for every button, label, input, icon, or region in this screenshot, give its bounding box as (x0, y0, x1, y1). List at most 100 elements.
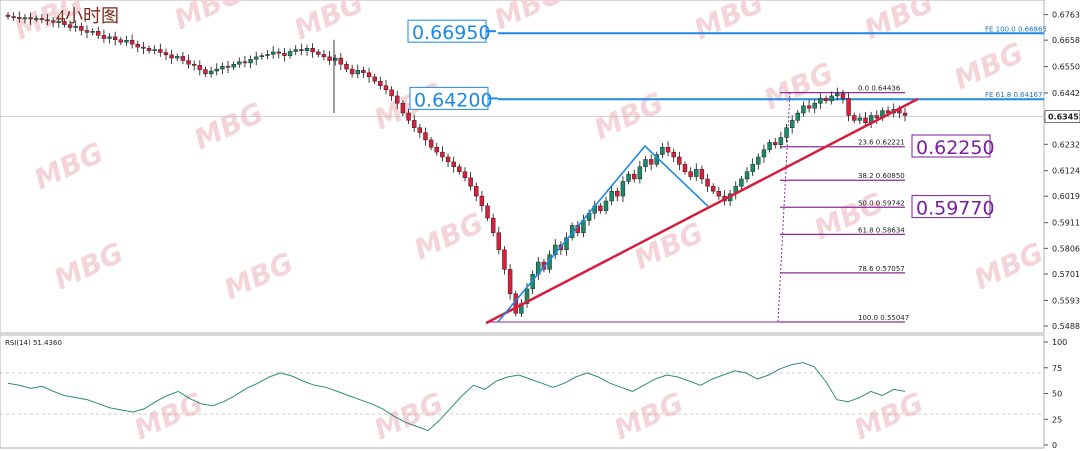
candle-body (321, 54, 327, 58)
fe-level-label: FE 61.8 0.64167 (985, 91, 1042, 99)
candle-body (276, 51, 281, 54)
candle-body (490, 217, 496, 233)
candle-body (282, 52, 287, 56)
candle-body (445, 156, 451, 163)
candle-body (835, 93, 840, 97)
candle-body (502, 249, 507, 270)
candle-body (789, 120, 795, 128)
candle-body (389, 89, 394, 97)
candle-body (197, 65, 203, 70)
candle-body (169, 54, 174, 59)
price-axis: 0.676300.665850.655000.644200.633200.623… (1044, 11, 1080, 331)
candle-body (829, 95, 834, 102)
candle-body (806, 105, 812, 109)
key-level-text: 0.64200 (414, 89, 493, 111)
key-level-box (911, 134, 991, 158)
rsi-tick-label: 75 (1052, 364, 1062, 373)
candle-body (17, 17, 22, 19)
candle-body (620, 181, 626, 197)
candle-body (660, 147, 665, 155)
candle-body (428, 139, 434, 148)
candle-body (208, 70, 214, 75)
candle-body (383, 85, 389, 91)
candle-body (564, 237, 569, 251)
candle-body (265, 54, 270, 56)
candle-body (716, 191, 722, 197)
candle-body (863, 117, 868, 124)
candle-body (129, 40, 135, 45)
candle-body (248, 59, 253, 64)
fib-level-label: 50.0 0.59742 (858, 199, 905, 207)
candle-body (795, 112, 801, 121)
rsi-levels (0, 372, 1044, 415)
candlesticks (5, 11, 908, 318)
candle-body (11, 16, 16, 18)
candle-body (152, 49, 157, 51)
candle-body (327, 56, 332, 61)
candle-body (457, 166, 462, 172)
fib-level-label: 23.6 0.62221 (858, 139, 905, 147)
candle-body (643, 159, 648, 167)
candle-body (750, 164, 755, 172)
candle-body (310, 48, 315, 53)
candle-body (28, 17, 33, 20)
candle-body (158, 49, 163, 53)
candle-body (101, 35, 107, 39)
candle-body (163, 52, 169, 56)
key-level-text: 0.62250 (916, 137, 995, 159)
candle-body (79, 26, 84, 31)
candle-body (62, 21, 67, 25)
candle-body (333, 57, 338, 61)
candle-body (840, 93, 846, 99)
fe-level-label: FE 100.0 0.66865 (985, 25, 1047, 33)
candle-body (22, 17, 28, 20)
rsi-tick-label: 0 (1052, 441, 1057, 450)
candle-body (767, 142, 772, 150)
candle-body (626, 173, 631, 182)
candle-body (648, 159, 654, 165)
candle-body (801, 105, 806, 114)
candle-body (225, 65, 231, 68)
candle-body (203, 69, 208, 75)
candle-body (818, 98, 823, 104)
fib-level-label: 0.0 0.64436 (858, 85, 901, 93)
key-level-labels: 0.66950 0.64200 0.62250 0.59770 (407, 19, 995, 220)
trendline-swing (497, 144, 709, 323)
candle-body (507, 269, 513, 295)
candle-body (739, 178, 744, 187)
rsi-axis: 100 75 50 25 0 (1044, 338, 1067, 450)
candle-body (5, 14, 11, 17)
candle-body (39, 18, 45, 20)
candle-body (118, 39, 124, 43)
candle-body (180, 56, 186, 61)
candle-body (773, 142, 778, 145)
candle-body (366, 72, 372, 78)
candle-body (191, 63, 197, 66)
candle-body (400, 103, 406, 114)
candle-body (124, 40, 129, 43)
candle-body (451, 161, 456, 167)
candle-body (423, 132, 428, 141)
candle-body (694, 169, 699, 177)
rsi-line (7, 362, 906, 432)
fib-level-label: 38.2 0.60850 (858, 172, 905, 180)
rsi-label: RSI(14) 51.4360 (5, 339, 62, 347)
candle-body (479, 195, 485, 207)
candle-body (462, 171, 468, 178)
candle-body (705, 178, 710, 187)
candle-body (615, 191, 620, 197)
candle-body (761, 149, 767, 158)
candle-body (220, 65, 225, 70)
candle-body (45, 19, 50, 22)
candle-body (338, 57, 344, 65)
candle-body (434, 147, 439, 153)
candle-body (744, 171, 750, 180)
candle-body (812, 103, 817, 109)
